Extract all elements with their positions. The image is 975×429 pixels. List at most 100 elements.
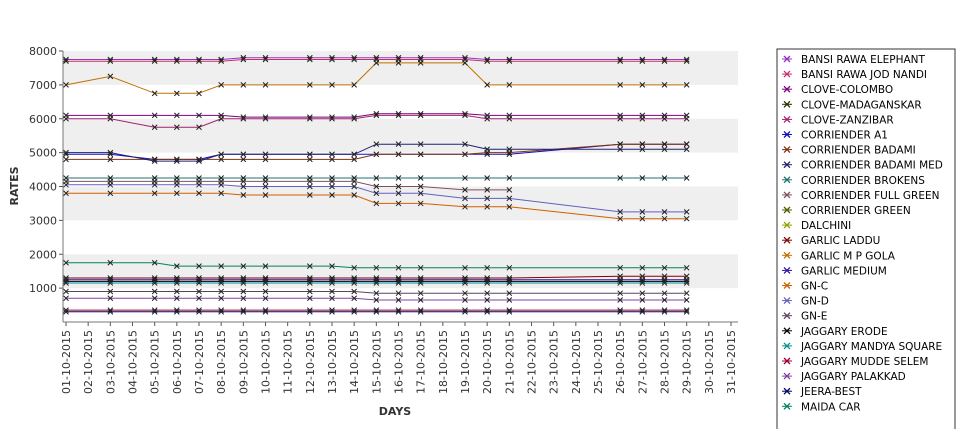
data-point [218,156,225,163]
data-point [395,264,402,271]
data-point [395,183,402,190]
data-point [63,280,69,286]
data-point [395,280,402,286]
data-point [262,192,269,198]
data-point [395,141,402,148]
data-point [395,290,402,297]
data-point [173,263,180,269]
grid-band [63,51,738,85]
x-tick-label: 26-10-2015 [614,330,627,394]
data-point [683,308,690,315]
x-tick-label: 11-10-2015 [282,330,295,394]
data-point [639,58,646,65]
data-point [506,195,513,202]
legend-label: GARLIC LADDU [801,235,880,247]
legend-label: CLOVE-COLOMBO [801,84,893,96]
data-point [506,82,513,88]
data-point [395,60,402,66]
data-point [683,215,690,222]
data-point [306,183,313,190]
data-point [107,73,114,80]
data-point [639,146,646,153]
data-point [417,280,424,286]
data-point [617,82,624,88]
data-point [240,308,247,315]
x-tick-label: 01-10-2015 [60,330,73,394]
data-point [484,203,491,210]
data-point [107,190,114,197]
x-tick-label: 23-10-2015 [548,330,561,394]
data-point [639,264,646,271]
data-point [506,308,513,315]
legend-label: JEERA-BEST [800,386,862,398]
data-point [351,82,358,88]
data-point [617,115,624,122]
data-point [151,259,158,266]
data-point [173,295,180,302]
data-point [395,151,402,158]
data-point [306,192,313,198]
data-point [329,192,335,198]
data-point [661,297,668,303]
data-point [63,58,69,65]
data-point [196,190,202,197]
data-point [639,115,646,122]
series-9 [63,178,513,193]
data-point [107,295,114,302]
legend-label: CORRIENDER GREEN [801,205,911,217]
data-point [683,280,690,286]
series-lines [63,54,690,315]
data-point [373,297,380,303]
data-point [107,156,114,163]
data-point [417,151,424,158]
data-point [661,146,668,153]
data-point [639,82,646,88]
x-tick-label: 18-10-2015 [437,330,450,394]
data-point [617,209,624,215]
data-point [63,288,69,295]
data-point [173,288,180,295]
data-point [484,187,491,193]
data-point [63,156,69,163]
series-19 [63,280,690,286]
data-point [306,156,313,163]
data-point [218,288,225,295]
data-point [151,280,158,286]
data-point [107,181,114,188]
x-tick-label: 31-10-2015 [725,330,738,394]
data-point [63,259,69,266]
data-point [417,183,424,190]
data-point [373,175,380,181]
data-point [107,288,114,295]
data-point [617,308,624,315]
x-tick-label: 14-10-2015 [348,330,361,394]
legend-box [776,48,956,429]
data-point [617,264,624,271]
data-point [506,115,513,122]
data-point [617,297,624,303]
data-point [351,308,358,315]
data-point [484,290,491,297]
data-point [262,308,269,315]
legend: BANSI RAWA ELEPHANT BANSI RAWA JOD NANDI C… [776,48,956,429]
data-point [306,82,313,88]
data-point [107,280,114,286]
data-point [661,209,668,215]
data-point [63,295,69,302]
y-tick-label: 7000 [29,79,57,92]
y-tick-label: 3000 [29,214,57,227]
data-point [506,280,513,286]
data-point [462,141,468,148]
data-point [639,297,646,303]
data-point [373,141,380,148]
data-point [329,263,335,269]
data-point [661,82,668,88]
data-point [506,175,513,181]
data-point [484,82,491,88]
data-point [462,297,468,303]
series-7 [63,141,690,164]
data-point [306,115,313,122]
data-point [417,200,424,207]
data-point [639,308,646,315]
x-tick-label: 10-10-2015 [260,330,273,394]
